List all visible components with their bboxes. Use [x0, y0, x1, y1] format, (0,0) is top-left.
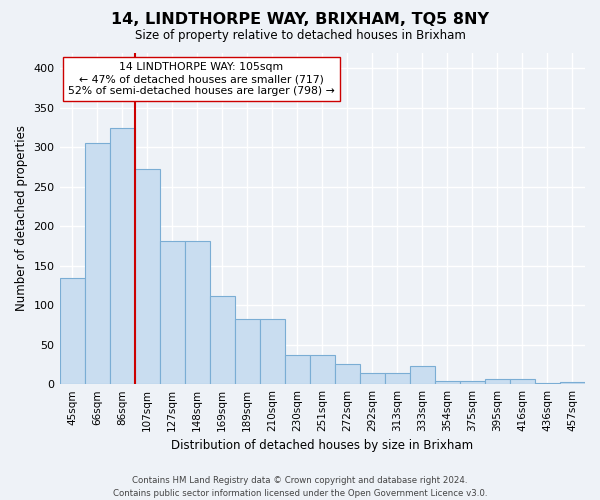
Bar	[134, 170, 160, 384]
Bar	[560, 382, 585, 384]
Bar	[460, 381, 485, 384]
Bar	[410, 366, 435, 384]
Bar	[310, 355, 335, 384]
Bar	[385, 373, 410, 384]
Text: 14, LINDTHORPE WAY, BRIXHAM, TQ5 8NY: 14, LINDTHORPE WAY, BRIXHAM, TQ5 8NY	[111, 12, 489, 28]
Bar	[335, 364, 360, 384]
Text: 14 LINDTHORPE WAY: 105sqm
← 47% of detached houses are smaller (717)
52% of semi: 14 LINDTHORPE WAY: 105sqm ← 47% of detac…	[68, 62, 335, 96]
Bar	[85, 144, 110, 384]
Y-axis label: Number of detached properties: Number of detached properties	[15, 126, 28, 312]
Bar	[535, 382, 560, 384]
Text: Size of property relative to detached houses in Brixham: Size of property relative to detached ho…	[134, 29, 466, 42]
Bar	[185, 241, 209, 384]
X-axis label: Distribution of detached houses by size in Brixham: Distribution of detached houses by size …	[171, 440, 473, 452]
Bar	[360, 373, 385, 384]
Bar	[160, 241, 185, 384]
Bar	[510, 378, 535, 384]
Text: Contains HM Land Registry data © Crown copyright and database right 2024.
Contai: Contains HM Land Registry data © Crown c…	[113, 476, 487, 498]
Bar	[285, 355, 310, 384]
Bar	[485, 378, 510, 384]
Bar	[59, 278, 85, 384]
Bar	[209, 296, 235, 384]
Bar	[260, 318, 285, 384]
Bar	[435, 381, 460, 384]
Bar	[235, 318, 260, 384]
Bar	[110, 128, 134, 384]
